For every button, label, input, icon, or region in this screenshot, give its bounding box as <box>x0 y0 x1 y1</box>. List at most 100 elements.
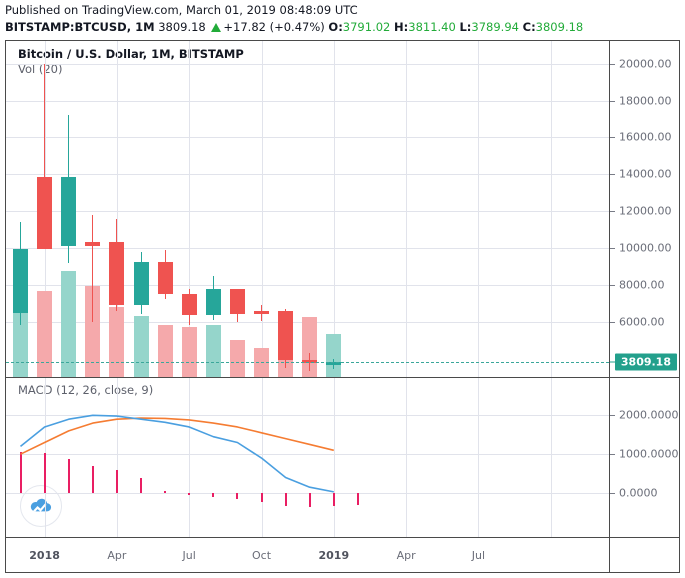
pane-separator[interactable] <box>6 377 679 378</box>
price-gridline <box>6 211 609 213</box>
time-gridline <box>116 378 118 537</box>
candle-wick <box>44 63 46 241</box>
macd-histogram-bar <box>332 493 335 506</box>
high-value: 3811.40 <box>408 20 456 34</box>
volume-study-title: Vol (20) <box>18 62 63 76</box>
price-axis-tick <box>610 174 615 176</box>
time-axis-label: Oct <box>251 549 272 562</box>
change-label: +17.82 (+0.47%) <box>223 20 325 34</box>
time-axis-label: Apr <box>107 549 127 562</box>
candle-body <box>109 241 125 306</box>
macd-axis-label: 0.0000 <box>619 486 658 500</box>
macd-plot-area[interactable]: MACD (12, 26, close, 9) <box>6 378 609 537</box>
macd-axis-label: 2000.0000 <box>619 408 679 422</box>
volume-bar <box>133 315 149 377</box>
candle-body <box>37 177 53 249</box>
price-axis-label: 16000.00 <box>619 130 672 144</box>
header: Published on TradingView.com, March 01, … <box>0 0 685 40</box>
price-gridline <box>6 63 609 65</box>
current-price-line <box>6 362 609 364</box>
candle-body <box>302 360 318 364</box>
price-axis-tick <box>610 63 615 65</box>
time-axis-label: 2019 <box>318 549 350 562</box>
time-axis[interactable]: 2018 Apr Jul Oct 2019 Apr Jul <box>5 538 680 573</box>
close-value: 3809.18 <box>535 20 584 34</box>
current-price-badge[interactable]: 3809.18 <box>614 353 677 371</box>
price-axis-label: 10000.00 <box>619 241 672 255</box>
chart-frame[interactable]: Bitcoin / U.S. Dollar, 1M, BITSTAMP Vol … <box>5 40 680 538</box>
macd-histogram-bar <box>91 466 94 493</box>
price-axis-tick <box>610 137 615 139</box>
price-gridline <box>6 284 609 286</box>
macd-axis[interactable]: 2000.0000 1000.0000 0.0000 <box>609 378 679 537</box>
price-axis[interactable]: 20000.00 18000.00 16000.00 14000.00 12000.00… <box>609 41 679 377</box>
volume-bar <box>181 326 197 377</box>
time-gridline <box>550 378 552 537</box>
up-triangle-icon <box>211 23 222 32</box>
price-axis-label: 8000.00 <box>619 278 665 292</box>
macd-gridline <box>6 415 609 417</box>
price-axis-label: 6000.00 <box>619 315 665 329</box>
macd-histogram-bar <box>308 493 311 507</box>
time-axis-separator <box>609 538 610 572</box>
candle-body <box>133 261 149 306</box>
time-gridline <box>406 41 408 377</box>
close-key: C: <box>522 20 536 34</box>
time-gridline <box>189 378 191 537</box>
volume-bar <box>326 333 342 377</box>
symbol-label[interactable]: BITSTAMP:BTCUSD, 1M <box>5 20 155 34</box>
candle-body <box>85 241 101 247</box>
macd-study-title: MACD (12, 26, close, 9) <box>18 383 154 397</box>
time-gridline <box>261 41 263 377</box>
price-plot-area[interactable]: Bitcoin / U.S. Dollar, 1M, BITSTAMP Vol … <box>6 41 609 377</box>
macd-pane[interactable]: MACD (12, 26, close, 9) 2000.0000 1000.00… <box>6 378 679 537</box>
price-axis-label: 20000.00 <box>619 57 672 71</box>
open-value: 3791.02 <box>342 20 391 34</box>
candle-body <box>157 261 173 295</box>
low-value: 3789.94 <box>471 20 519 34</box>
candle-body <box>326 362 342 366</box>
macd-histogram-bar <box>19 452 22 494</box>
macd-axis-tick <box>610 493 615 495</box>
price-gridline <box>6 174 609 176</box>
price-gridline <box>6 100 609 102</box>
candle-body <box>254 310 269 315</box>
open-key: O: <box>328 20 343 34</box>
macd-histogram-bar <box>188 493 191 495</box>
time-gridline <box>406 378 408 537</box>
macd-histogram-bar <box>140 478 142 494</box>
macd-gridline <box>6 454 609 456</box>
macd-histogram-bar <box>260 493 263 502</box>
macd-axis-tick <box>610 454 615 456</box>
price-axis-tick <box>610 100 615 102</box>
macd-histogram-bar <box>356 493 359 506</box>
low-key: L: <box>459 20 472 34</box>
candle-body <box>205 289 221 316</box>
time-gridline <box>478 41 480 377</box>
time-gridline <box>333 378 335 537</box>
last-price: 3809.18 <box>158 20 206 34</box>
macd-histogram-bar <box>212 493 215 498</box>
price-axis-label: 18000.00 <box>619 94 672 108</box>
time-gridline <box>478 378 480 537</box>
macd-axis-label: 1000.0000 <box>619 447 679 461</box>
volume-bar <box>157 325 173 377</box>
candle-wick <box>92 214 94 322</box>
volume-bar <box>85 285 101 377</box>
volume-bar <box>61 271 77 377</box>
time-gridline <box>116 41 118 377</box>
macd-line <box>19 414 334 493</box>
macd-histogram-bar <box>43 453 46 494</box>
high-key: H: <box>394 20 409 34</box>
price-pane[interactable]: Bitcoin / U.S. Dollar, 1M, BITSTAMP Vol … <box>6 41 679 377</box>
time-axis-label: 2018 <box>29 549 60 562</box>
candle-body <box>278 310 294 361</box>
macd-histogram-bar <box>67 458 70 494</box>
volume-bar <box>37 290 53 377</box>
volume-bar <box>109 307 125 377</box>
price-pane-title: Bitcoin / U.S. Dollar, 1M, BITSTAMP <box>18 47 244 61</box>
macd-gridline <box>6 493 609 495</box>
price-axis-label: 14000.00 <box>619 167 672 181</box>
time-axis-label: Apr <box>396 549 416 562</box>
price-gridline <box>6 137 609 139</box>
